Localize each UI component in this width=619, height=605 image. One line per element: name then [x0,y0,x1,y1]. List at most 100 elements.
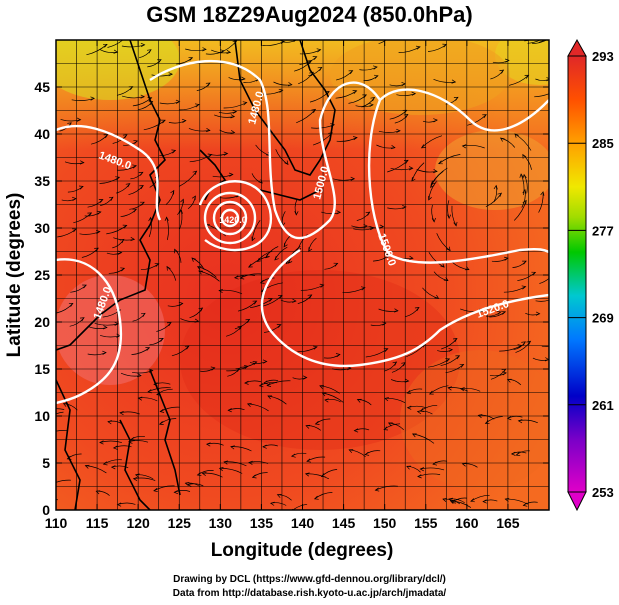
streamline-arrowhead [134,473,140,478]
streamline-arrowhead [79,317,85,322]
streamline-arrowhead [102,350,107,355]
streamline-arrowhead [153,488,158,493]
streamline-arrowhead [107,420,112,425]
y-tick-label: 25 [34,267,50,283]
streamline-arrowhead [379,224,385,229]
streamline-arrowhead [218,288,224,293]
streamline-arrowhead [79,160,85,165]
streamline-arrowhead [348,70,354,75]
streamline-arrowhead [187,482,192,487]
streamline-arrowhead [559,342,563,345]
colorbar: 293 285 277 269 261 253 [567,38,614,512]
streamline [378,130,401,133]
x-tick-label: 120 [126,515,150,531]
streamline-arrowhead [317,66,323,71]
streamline [262,295,283,307]
streamline-arrowhead [387,34,391,38]
streamline-arrowhead [514,133,519,138]
streamline-arrowhead [230,114,236,119]
streamline-arrowhead [477,414,483,419]
streamline-arrowhead [321,392,327,397]
y-tick-label: 15 [34,361,50,377]
streamline [113,237,135,241]
streamline [538,191,544,213]
streamline [505,498,528,505]
streamline [143,119,166,131]
streamline-arrowhead [287,82,293,87]
streamline-arrowhead [411,91,417,96]
streamline-arrowhead [248,460,253,465]
streamline [527,40,541,44]
streamline-arrowhead [445,358,451,363]
streamline-arrowhead [384,397,389,402]
streamline-arrowhead [140,312,146,317]
streamline-arrowhead [242,101,248,106]
streamline-arrowhead [443,277,449,282]
streamline [99,440,122,443]
streamline [107,40,124,48]
streamline-arrowhead [452,338,458,343]
credit-data: Data from http://database.rish.kyoto-u.a… [172,588,447,599]
streamline [262,41,285,46]
streamline-arrowhead [524,74,530,79]
streamline-arrowhead [287,259,293,264]
streamline-arrowhead [406,405,412,410]
streamline-arrowhead [87,212,93,217]
streamline-arrowhead [522,153,527,159]
y-axis-label: Latitude (degrees) [4,193,25,358]
streamline [467,114,487,126]
streamline-arrowhead [239,275,245,280]
streamline-arrowhead [269,501,275,506]
colorbar-tick-label: 253 [592,485,614,500]
streamline-arrowhead [304,472,310,477]
streamline-arrowhead [78,185,84,190]
streamline-arrowhead [428,390,434,395]
streamline-arrowhead [114,321,120,326]
streamline [86,44,108,56]
streamline-arrowhead [415,45,421,50]
streamline-arrowhead [455,355,461,360]
map-title: GSM 18Z29Aug2024 (850.0hPa) [146,2,473,27]
streamline-arrowhead [251,474,257,479]
streamline [398,46,421,53]
streamline-arrowhead [305,424,311,429]
streamline-arrowhead [515,452,521,457]
streamline [514,133,532,151]
streamline-arrowhead [178,301,184,306]
streamline-arrowhead [370,97,376,102]
streamline-arrowhead [159,338,164,342]
streamline-arrowhead [232,109,238,114]
streamline-arrowhead [442,498,447,502]
colorbar-bottom-arrow [567,491,587,512]
x-tick-label: 145 [332,515,356,531]
streamline-arrowhead [506,416,512,421]
streamline-arrowhead [308,247,313,253]
streamline-arrowhead [230,445,235,450]
streamline-arrowhead [173,490,179,495]
streamline-arrowhead [99,440,104,445]
streamline [56,408,65,410]
streamline-arrowhead [201,471,207,476]
y-tick-label: 0 [42,502,50,518]
streamline [189,154,212,163]
streamline [532,40,548,44]
x-tick-label: 130 [209,515,233,531]
streamline-arrowhead [235,367,241,372]
streamline-arrowhead [72,228,77,233]
streamline-arrowhead [284,160,289,166]
streamline [430,167,448,185]
streamline [365,348,389,358]
streamline-arrowhead [166,322,172,327]
streamline-arrowhead [307,60,313,65]
streamline-arrowhead [128,86,134,91]
streamline-arrowhead [95,229,101,234]
streamline-arrowhead [504,256,509,261]
streamline-arrowhead [96,210,102,215]
streamline-arrowhead [365,211,371,216]
streamline-arrowhead [433,118,438,123]
streamline-arrowhead [387,422,393,427]
streamline-arrowhead [94,247,99,252]
streamline-arrowhead [519,173,524,178]
streamline-arrowhead [139,185,144,190]
streamline-arrowhead [262,359,268,364]
